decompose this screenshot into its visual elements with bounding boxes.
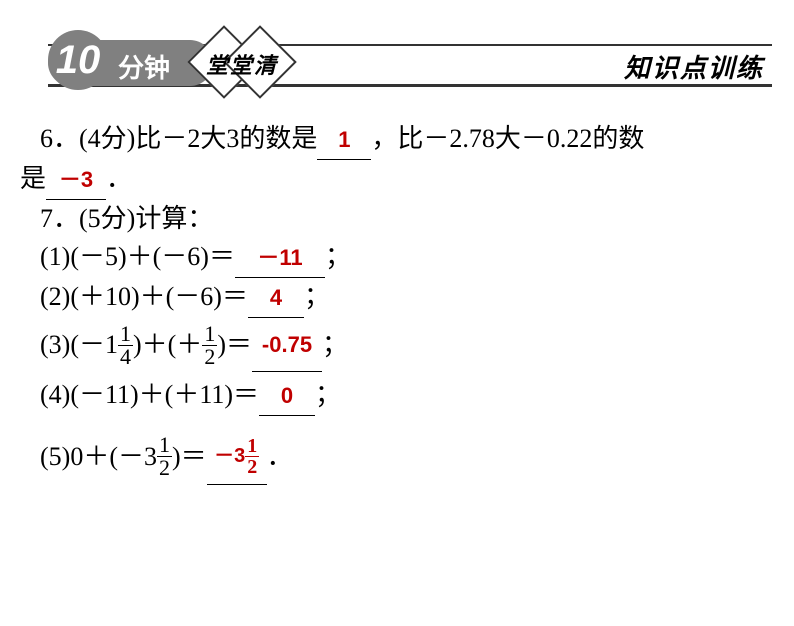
q7-p3-f2-den: 2	[202, 346, 217, 368]
q6-line1: 6．(4分)比－2大3的数是 1 ，比－2.78大－0.22的数	[10, 120, 784, 160]
q7-p4-semi: ；	[315, 380, 341, 409]
badge-circle: 10	[48, 30, 108, 90]
q6-text-3: 是	[20, 164, 46, 193]
q7-p1: (1)(－5)＋(－6)＝ －11 ；	[10, 238, 784, 278]
q7-title: 7．(5分)计算：	[10, 200, 784, 238]
q6-ans-2: －3	[59, 167, 93, 192]
q7-p2: (2)(＋10)＋(－6)＝ 4 ；	[10, 278, 784, 318]
q7-p4-blank: 0	[259, 376, 315, 416]
q7-p3-semi: ；	[322, 319, 348, 371]
q7-p1-ans: －11	[257, 245, 302, 270]
q7-p5-ans-f-num: 1	[245, 436, 259, 457]
q7-p4-text: (4)(－11)＋(＋11)＝	[40, 380, 259, 409]
q7-p5-ans-mixed: －3 1 2	[214, 430, 259, 482]
content-area: 6．(4分)比－2大3的数是 1 ，比－2.78大－0.22的数 是 －3 ． 7．(5…	[0, 92, 794, 495]
q7-p4-ans: 0	[281, 383, 293, 408]
q7-p3-frac1: 1 4	[118, 323, 133, 368]
q7-p3-f2-num: 1	[202, 323, 217, 346]
q7-p1-blank: －11	[235, 238, 325, 278]
q7-p3-frac2: 1 2	[202, 323, 217, 368]
q7-p5-f-num: 1	[157, 434, 172, 457]
q7-p5-frac: 1 2	[157, 434, 172, 479]
q7-p5-ans-frac: 1 2	[245, 436, 259, 477]
q7-p2-text: (2)(＋10)＋(－6)＝	[40, 282, 248, 311]
q6-ans-1: 1	[338, 127, 350, 152]
minutes-label: 分钟	[118, 48, 170, 85]
badge-number: 10	[56, 38, 101, 83]
q7-p5-ans-f-den: 2	[245, 457, 259, 477]
q7-p3-blank: -0.75	[252, 318, 322, 372]
q7-p3: (3)( －1 1 4 )＋(＋ 1 2 )＝ -0.75 ；	[10, 318, 784, 372]
header-bar: 10 分钟 堂堂清 知识点训练	[0, 30, 794, 92]
q7-p3-neg1: －1	[79, 319, 118, 371]
q7-p3-f1-num: 1	[118, 323, 133, 346]
q7-p1-semi: ；	[325, 242, 351, 271]
q7-p5: (5)0＋(－3 1 2 )＝ －3 1 2 ．	[10, 428, 784, 485]
q6-blank-1: 1	[317, 120, 371, 160]
q7-p2-semi: ；	[304, 282, 330, 311]
diamond-label: 堂堂清	[206, 48, 278, 80]
q6-blank-2: －3	[46, 160, 106, 200]
q7-p4: (4)(－11)＋(＋11)＝ 0 ；	[10, 376, 784, 416]
q7-p1-text: (1)(－5)＋(－6)＝	[40, 242, 235, 271]
q6-line2: 是 －3 ．	[10, 160, 784, 200]
q6-text-1: 6．(4分)比－2大3的数是	[40, 124, 317, 153]
q6-suffix: ．	[106, 164, 132, 193]
q7-p5-c: ．	[267, 431, 293, 483]
q7-p3-mixed1: －1 1 4	[79, 319, 133, 371]
q7-p5-b: )＝	[172, 431, 207, 483]
q7-p3-b: )＋(＋	[133, 319, 202, 371]
q7-p5-f-den: 2	[157, 457, 172, 479]
q7-p3-ans: -0.75	[262, 332, 312, 357]
q7-p5-ans-neg3: －3	[214, 430, 245, 482]
q7-p2-blank: 4	[248, 278, 304, 318]
q6-text-2: ，比－2.78大－0.22的数	[371, 124, 644, 153]
q7-p2-ans: 4	[270, 285, 282, 310]
q7-p3-c: )＝	[217, 319, 252, 371]
q7-p5-blank: －3 1 2	[207, 428, 267, 485]
q7-p5-a: (5)0＋(－3	[40, 431, 157, 483]
q7-p3-f1-den: 4	[118, 346, 133, 368]
q7-p3-a: (3)(	[40, 319, 79, 371]
header-right-label: 知识点训练	[624, 48, 764, 85]
